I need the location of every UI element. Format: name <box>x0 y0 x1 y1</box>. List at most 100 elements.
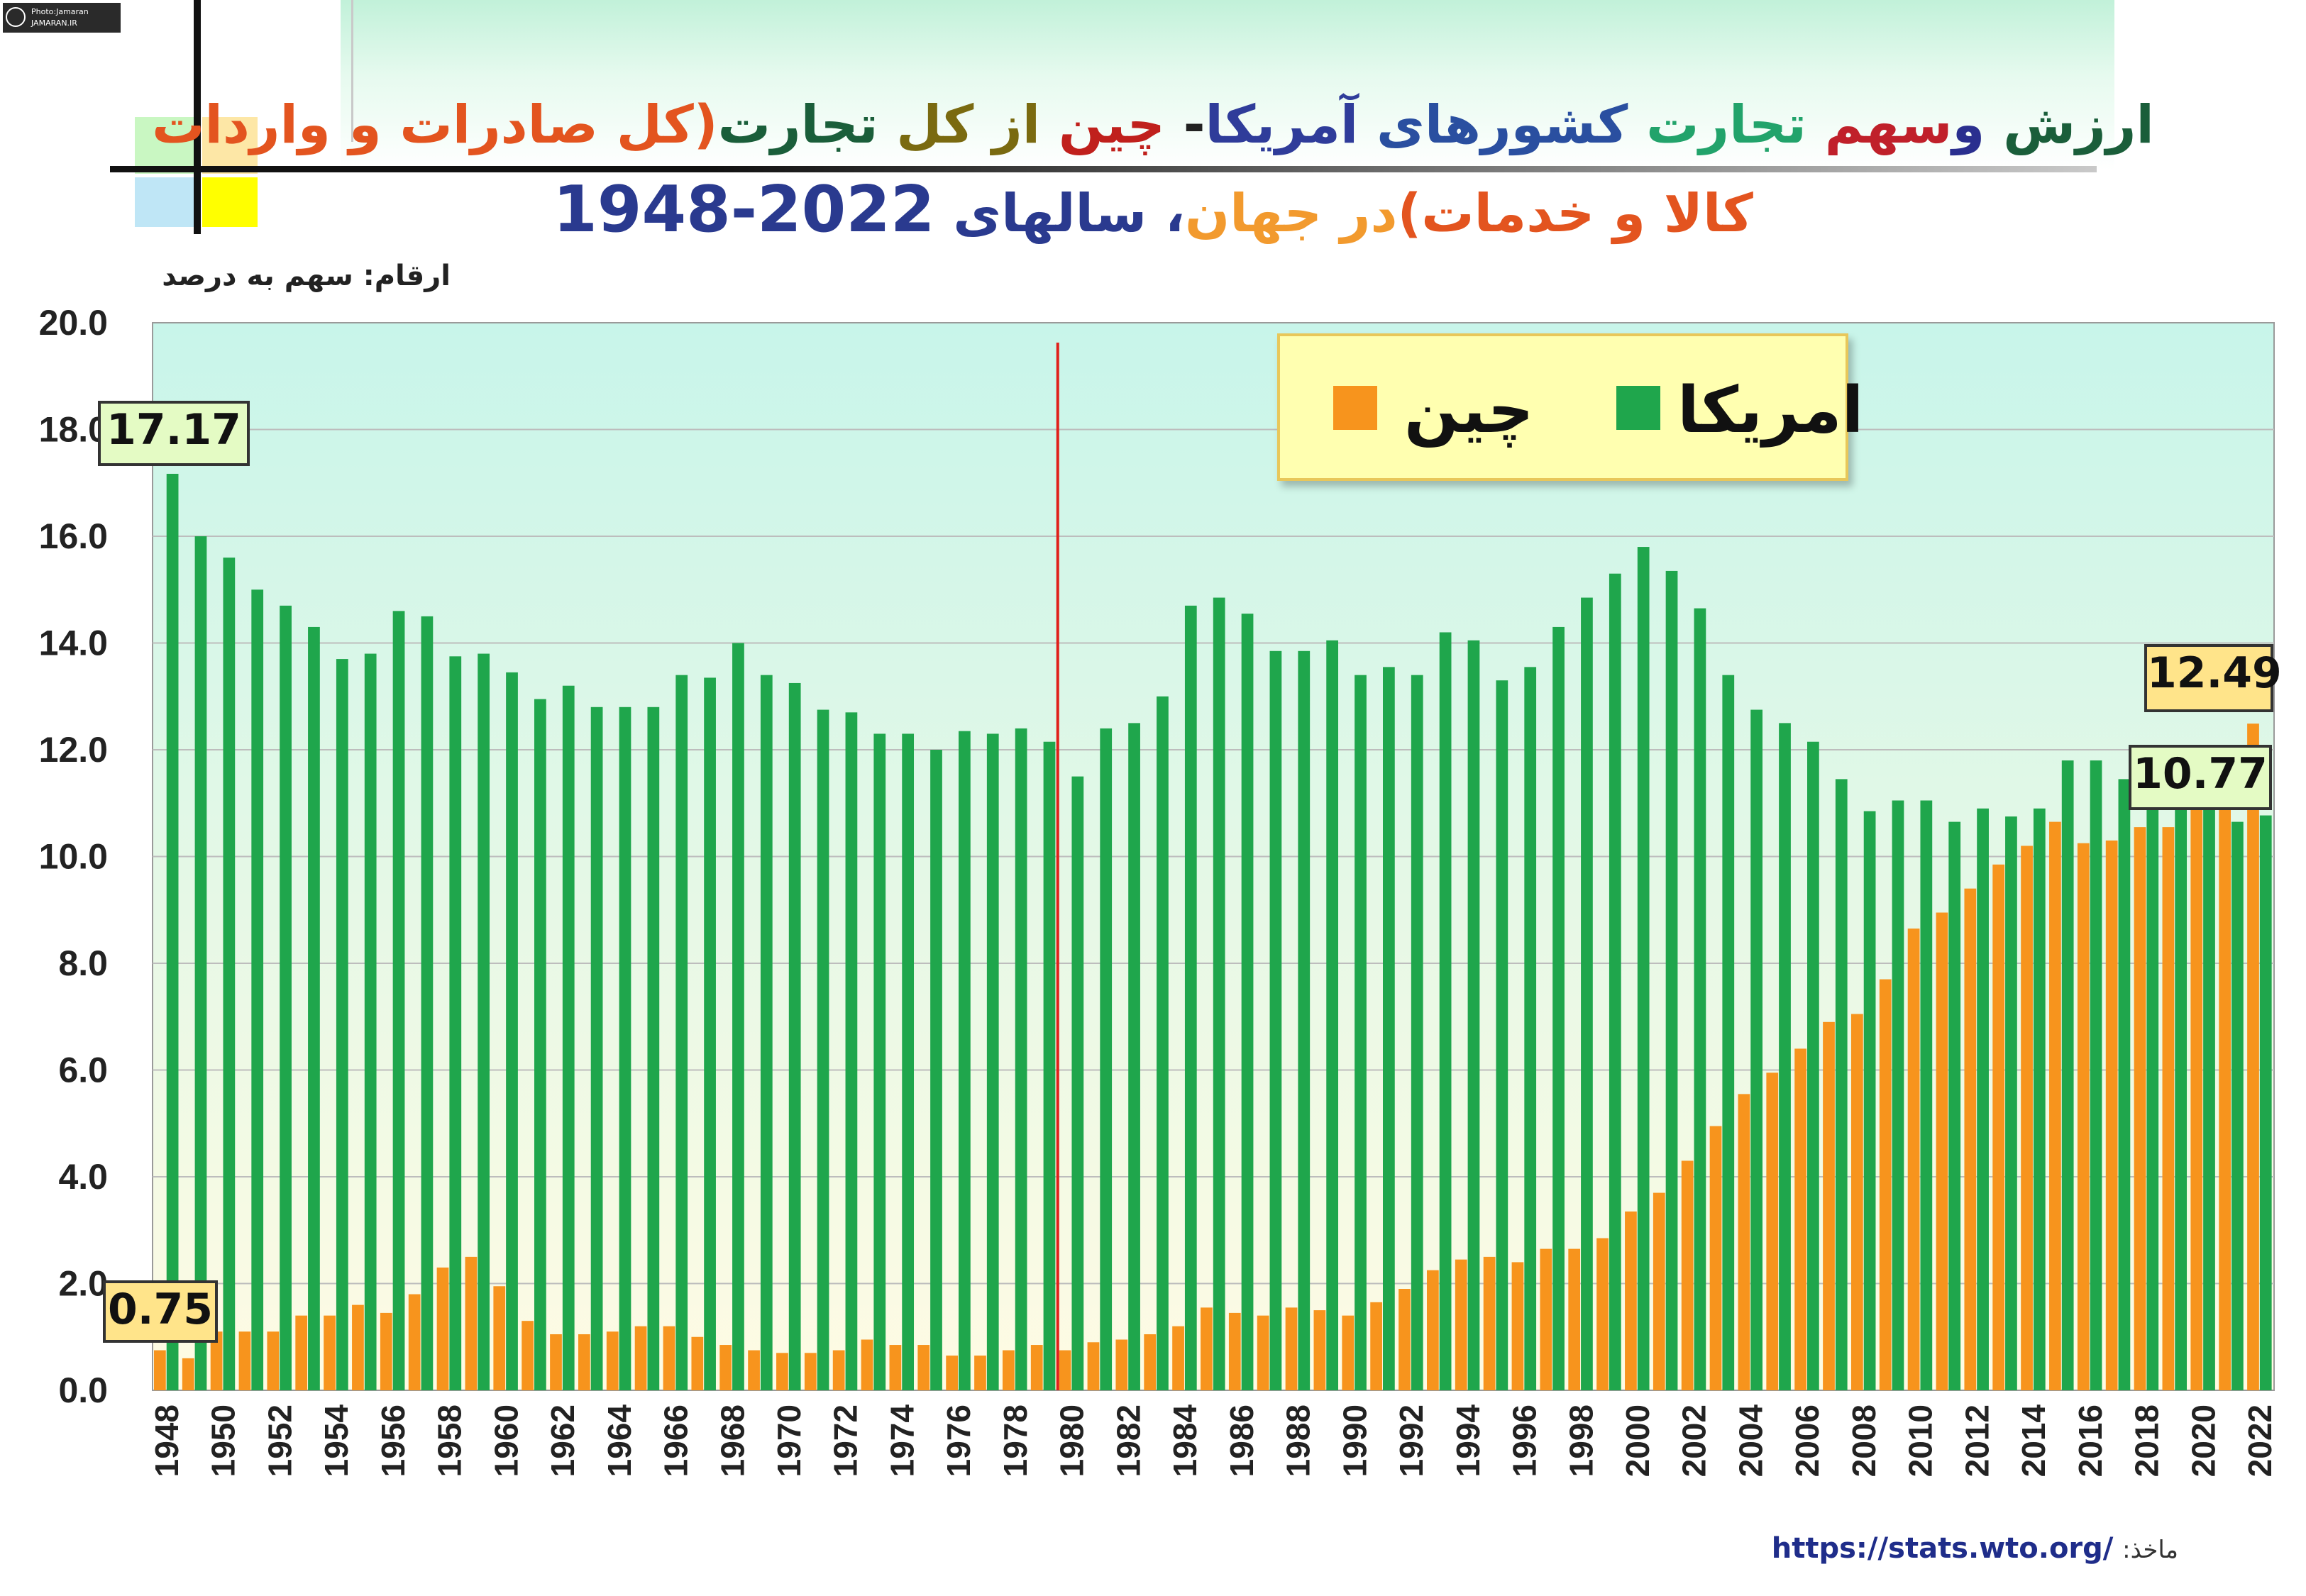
bar-usa-1997 <box>1552 626 1565 1390</box>
bar-usa-2016 <box>2090 760 2102 1390</box>
bar-china-2015 <box>2049 821 2061 1390</box>
x-tick-label: 1972 <box>827 1404 864 1477</box>
bar-usa-1979 <box>1043 741 1056 1390</box>
bar-usa-1964 <box>619 706 631 1390</box>
bar-china-2010 <box>1907 929 1920 1390</box>
bar-china-1987 <box>1257 1315 1269 1390</box>
bar-usa-1948 <box>166 473 179 1390</box>
source-link[interactable]: https://stats.wto.org/ <box>1771 1532 2114 1565</box>
bar-usa-1988 <box>1298 650 1311 1390</box>
bar-usa-1993 <box>1439 632 1452 1391</box>
bar-usa-1995 <box>1496 680 1508 1390</box>
bar-china-2013 <box>1992 864 2005 1390</box>
bar-usa-1999 <box>1609 573 1621 1390</box>
deco-square-yellow <box>202 177 258 227</box>
bar-usa-1991 <box>1383 667 1395 1390</box>
y-tick-label: 14.0 <box>39 624 108 663</box>
bar-china-2019 <box>2162 827 2175 1390</box>
bar-usa-1962 <box>562 685 575 1390</box>
x-tick-label: 1992 <box>1393 1404 1430 1477</box>
t1-part-5: آمریکا <box>1205 94 1359 155</box>
bar-china-1963 <box>578 1334 590 1390</box>
bar-china-1954 <box>324 1315 336 1390</box>
bar-china-1982 <box>1115 1339 1128 1390</box>
t2-part-3: 1948-2022 <box>553 172 935 247</box>
bar-usa-1982 <box>1128 723 1140 1390</box>
bar-usa-2007 <box>1835 779 1848 1390</box>
x-tick-label: 1964 <box>601 1404 638 1478</box>
units-label: ارقام: سهم به درصد <box>162 260 451 292</box>
bar-usa-1960 <box>506 672 518 1390</box>
bar-china-1972 <box>832 1350 845 1390</box>
t1-part-7: چین <box>1040 94 1165 155</box>
bar-china-1951 <box>238 1331 251 1390</box>
y-tick-label: 18.0 <box>39 410 108 450</box>
t2-part-2: ، سالهای <box>934 183 1185 244</box>
x-tick-label: 2004 <box>1732 1404 1769 1478</box>
y-tick-label: 8.0 <box>58 943 108 983</box>
bar-china-2005 <box>1766 1073 1779 1390</box>
x-tick-label: 1954 <box>318 1404 355 1478</box>
bar-usa-1976 <box>959 731 971 1390</box>
bar-usa-2011 <box>1948 821 1961 1390</box>
x-tick-label: 1950 <box>205 1404 242 1477</box>
bar-usa-2019 <box>2175 792 2188 1390</box>
camera-icon <box>6 7 26 27</box>
t1-part-4: کشورهای <box>1358 94 1628 155</box>
bar-china-2011 <box>1936 912 1948 1390</box>
bar-china-1969 <box>748 1350 760 1390</box>
x-tick-label: 1968 <box>714 1404 751 1477</box>
x-tick-label: 1974 <box>883 1404 920 1478</box>
bar-china-1952 <box>267 1331 280 1390</box>
bar-china-2017 <box>2105 840 2118 1390</box>
bar-usa-2006 <box>1807 741 1819 1390</box>
bar-usa-1978 <box>1015 728 1027 1390</box>
bar-usa-2012 <box>1977 808 1989 1390</box>
t1-part-10: تجارت <box>717 94 878 155</box>
bar-usa-1957 <box>421 616 434 1390</box>
bar-china-1949 <box>182 1358 194 1390</box>
y-tick-label: 16.0 <box>39 516 108 556</box>
deco-square-peach <box>202 117 258 174</box>
legend-label-china: چین <box>1404 373 1534 448</box>
bar-usa-2008 <box>1863 811 1876 1390</box>
bar-china-2004 <box>1738 1094 1750 1390</box>
callout-usa-last: 10.77 <box>2129 745 2272 810</box>
bar-china-1953 <box>295 1315 308 1390</box>
bar-usa-1971 <box>817 709 829 1390</box>
bar-china-2002 <box>1681 1160 1694 1390</box>
bar-china-2009 <box>1879 979 1892 1390</box>
bar-usa-2010 <box>1920 800 1933 1390</box>
bar-usa-1992 <box>1411 675 1423 1390</box>
y-tick-label: 4.0 <box>58 1157 108 1197</box>
bar-usa-2000 <box>1637 547 1650 1390</box>
bar-china-2007 <box>1823 1021 1835 1390</box>
bar-usa-1975 <box>930 750 942 1390</box>
bar-china-1960 <box>493 1286 506 1390</box>
x-tick-label: 1998 <box>1562 1404 1599 1477</box>
bar-china-1964 <box>606 1331 619 1390</box>
bar-usa-2017 <box>2118 779 2131 1390</box>
x-tick-label: 1978 <box>997 1404 1034 1477</box>
bars <box>153 473 2272 1391</box>
t1-part-8: از <box>973 94 1041 155</box>
bar-china-1994 <box>1455 1259 1467 1390</box>
bar-usa-1951 <box>251 589 264 1390</box>
t1-part-1: و <box>1952 94 1985 155</box>
bar-china-2001 <box>1653 1192 1665 1390</box>
bar-usa-1973 <box>873 733 886 1390</box>
bar-usa-1965 <box>647 706 660 1390</box>
bar-usa-1983 <box>1157 696 1169 1390</box>
bar-china-1961 <box>522 1321 534 1390</box>
x-tick-label: 1966 <box>658 1404 695 1477</box>
bar-china-1955 <box>352 1304 364 1390</box>
bar-china-2018 <box>2134 827 2146 1390</box>
bar-usa-1954 <box>336 659 348 1391</box>
bar-china-1981 <box>1087 1342 1100 1390</box>
bar-usa-1986 <box>1241 614 1254 1390</box>
bar-china-1957 <box>408 1294 421 1390</box>
x-tick-label: 1952 <box>261 1404 298 1477</box>
bar-china-1999 <box>1596 1238 1609 1390</box>
bar-china-1976 <box>946 1356 959 1390</box>
legend-swatch-china <box>1333 386 1377 430</box>
